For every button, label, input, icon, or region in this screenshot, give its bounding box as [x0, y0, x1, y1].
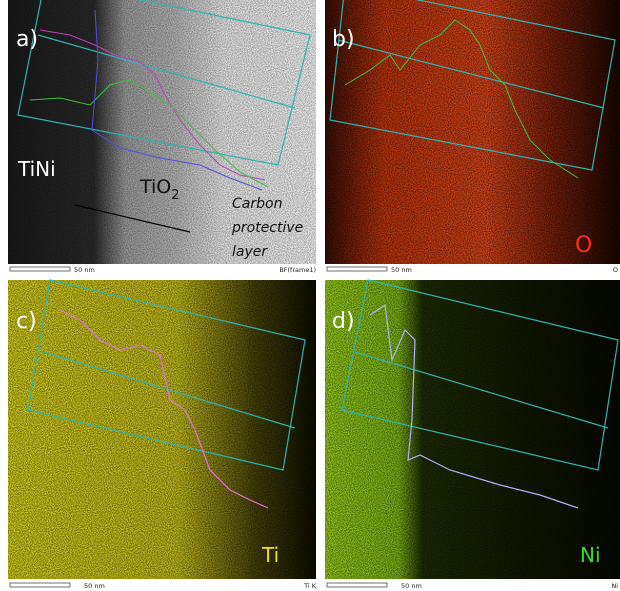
panel-label: a) — [16, 27, 38, 52]
scale-label: 50 nm — [74, 266, 95, 274]
grain — [325, 280, 620, 579]
page: {"figure": {"panels": [ {"label": "a)", … — [0, 0, 620, 591]
scale-bar — [10, 267, 70, 271]
panel-label: c) — [16, 309, 37, 334]
scale-bar — [10, 583, 70, 587]
element-label: O — [575, 233, 592, 258]
panel-a: a) TiNi TiO2 Carbon protective layer 50 … — [8, 0, 316, 274]
element-label: Ti — [261, 543, 279, 567]
annotation: Carbon — [232, 196, 282, 212]
annotation: layer — [232, 244, 268, 260]
grain — [8, 280, 316, 579]
footer: Ti K — [303, 582, 317, 590]
panel-d: d) Ni 50 nm Ni — [325, 280, 620, 590]
annotation: TiNi — [17, 157, 56, 181]
scale-label: 50 nm — [401, 582, 422, 590]
scale-bar — [327, 267, 387, 271]
panel-label: b) — [332, 27, 355, 52]
footer: O — [613, 266, 618, 274]
scale-label: 50 nm — [84, 582, 105, 590]
grain — [325, 0, 620, 264]
panel-c: c) Ti 50 nm Ti K — [8, 280, 317, 590]
subscript: 2 — [171, 188, 179, 203]
annotation: protective — [231, 220, 303, 236]
footer: BF(frame1) — [279, 266, 316, 274]
scale-bar — [327, 583, 387, 587]
panel-label: d) — [332, 309, 355, 334]
panel-b: b) O 50 nm O — [325, 0, 620, 274]
annotation: TiO — [139, 176, 171, 198]
element-label: Ni — [580, 543, 601, 567]
figure: a) TiNi TiO2 Carbon protective layer 50 … — [0, 0, 620, 591]
scale-label: 50 nm — [391, 266, 412, 274]
footer: Ni — [611, 582, 618, 590]
